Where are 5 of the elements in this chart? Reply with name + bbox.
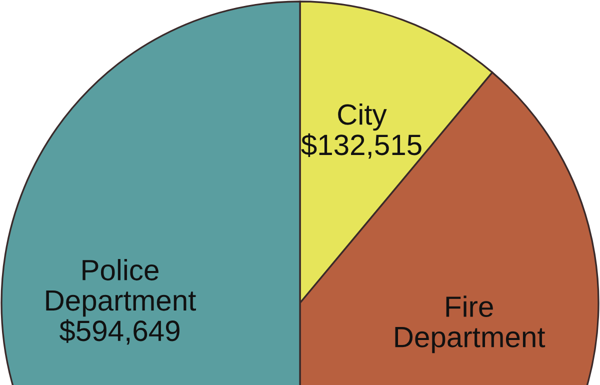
data-label: $594,649 bbox=[59, 319, 180, 345]
data-label: $132,515 bbox=[301, 133, 422, 159]
slice-label: Police Department bbox=[46, 259, 196, 317]
slice-label: City bbox=[338, 103, 387, 131]
slice-label: Fire Department bbox=[395, 296, 546, 354]
